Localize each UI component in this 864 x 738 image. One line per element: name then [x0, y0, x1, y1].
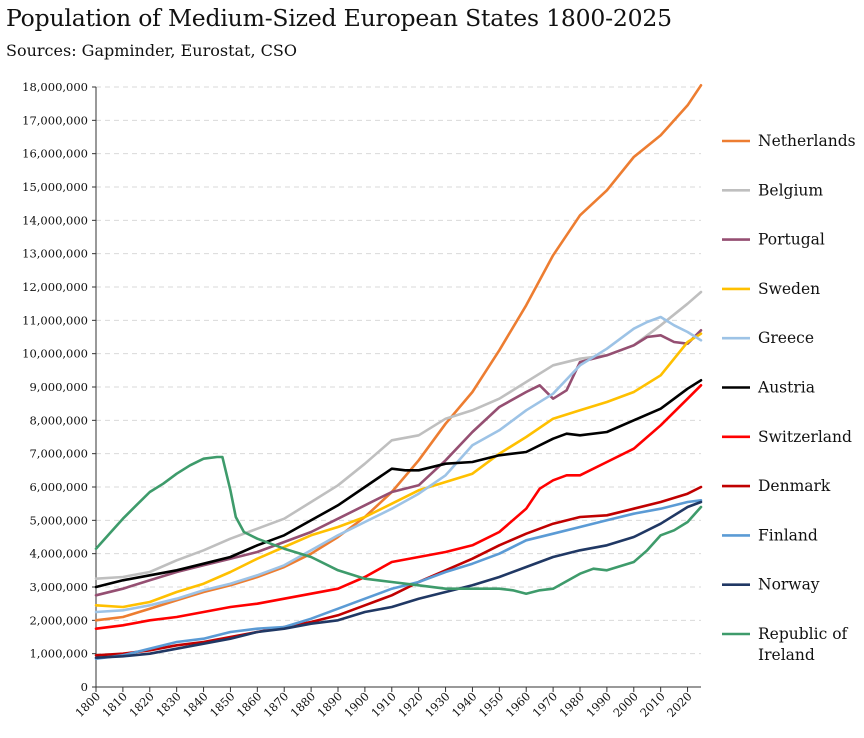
y-tick-label: 16,000,000 — [22, 147, 88, 161]
legend-label: Greece — [758, 329, 814, 347]
x-tick-label: 1880 — [288, 689, 319, 720]
y-tick-label: 18,000,000 — [22, 80, 88, 94]
series-line-denmark — [94, 485, 703, 657]
x-tick-label: 2020 — [664, 689, 695, 720]
series-lines — [94, 84, 703, 660]
y-tick-label: 6,000,000 — [29, 480, 88, 494]
legend-label: Norway — [758, 576, 820, 594]
y-tick-label: 15,000,000 — [22, 180, 88, 194]
legend-label: Netherlands — [758, 132, 856, 150]
x-tick-label: 1940 — [449, 689, 480, 720]
y-tick-label: 7,000,000 — [29, 447, 88, 461]
legend-label: Switzerland — [758, 428, 852, 446]
x-tick-label: 1970 — [530, 689, 561, 720]
x-tick-label: 1850 — [207, 689, 238, 720]
chart-title: Population of Medium-Sized European Stat… — [6, 4, 672, 32]
y-tick-label: 10,000,000 — [22, 347, 88, 361]
y-tick-label: 12,000,000 — [22, 280, 88, 294]
x-tick-label: 1930 — [422, 689, 453, 720]
series-line-switzerland — [94, 384, 703, 630]
y-axis-ticks: 0 1,000,000 2,000,000 3,000,000 4,000,000 5,0… — [22, 80, 96, 694]
x-tick-label: 1920 — [395, 689, 426, 720]
legend-label: Portugal — [758, 231, 825, 249]
series-line-sweden — [94, 332, 703, 609]
legend-label: Denmark — [758, 477, 831, 495]
series-line-republic-of-ireland — [94, 455, 703, 595]
x-tick-label: 1980 — [557, 689, 588, 720]
x-tick-label: 1910 — [368, 689, 399, 720]
x-tick-label: 1820 — [126, 689, 157, 720]
series-line-greece — [94, 315, 703, 614]
x-tick-label: 1870 — [261, 689, 292, 720]
y-tick-label: 5,000,000 — [29, 513, 88, 527]
legend-label: Austria — [757, 379, 815, 397]
series-line-finland — [94, 499, 703, 660]
y-tick-label: 8,000,000 — [29, 413, 88, 427]
series-line-portugal — [94, 329, 703, 597]
x-tick-label: 1900 — [341, 689, 372, 720]
series-line-netherlands — [94, 84, 703, 622]
x-tick-label: 1990 — [583, 689, 614, 720]
x-tick-label: 2010 — [637, 689, 668, 720]
series-line-norway — [94, 500, 703, 659]
legend-label: Sweden — [758, 280, 820, 298]
y-tick-label: 14,000,000 — [22, 213, 88, 227]
y-tick-label: 0 — [81, 680, 88, 694]
y-tick-label: 11,000,000 — [22, 313, 88, 327]
y-tick-label: 3,000,000 — [29, 580, 88, 594]
legend: Netherlands Belgium Portugal Sweden Greece Au… — [722, 132, 856, 664]
x-tick-label: 1860 — [234, 689, 265, 720]
x-axis-ticks: 1800181018201830184018501860187018801890… — [73, 687, 695, 720]
y-tick-label: 9,000,000 — [29, 380, 88, 394]
y-tick-label: 13,000,000 — [22, 247, 88, 261]
x-tick-label: 1810 — [99, 689, 130, 720]
x-tick-label: 1890 — [315, 689, 346, 720]
legend-label: Belgium — [758, 181, 823, 199]
x-tick-label: 1950 — [476, 689, 507, 720]
y-tick-label: 17,000,000 — [22, 113, 88, 127]
x-tick-label: 1830 — [153, 689, 184, 720]
y-tick-label: 1,000,000 — [29, 647, 88, 661]
chart-subtitle: Sources: Gapminder, Eurostat, CSO — [6, 41, 297, 60]
y-tick-label: 4,000,000 — [29, 547, 88, 561]
series-line-belgium — [94, 290, 703, 580]
x-tick-label: 2000 — [610, 689, 641, 720]
x-tick-label: 1800 — [73, 689, 104, 720]
x-tick-label: 1960 — [503, 689, 534, 720]
series-line-austria — [94, 379, 703, 589]
x-tick-label: 1840 — [180, 689, 211, 720]
legend-label: Republic of Ireland — [758, 625, 849, 664]
y-tick-label: 2,000,000 — [29, 613, 88, 627]
legend-label: Finland — [758, 526, 818, 544]
